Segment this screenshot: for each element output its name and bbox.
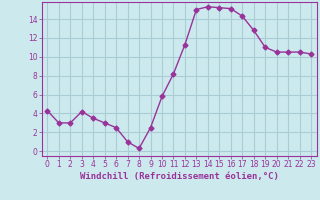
X-axis label: Windchill (Refroidissement éolien,°C): Windchill (Refroidissement éolien,°C) [80,172,279,181]
